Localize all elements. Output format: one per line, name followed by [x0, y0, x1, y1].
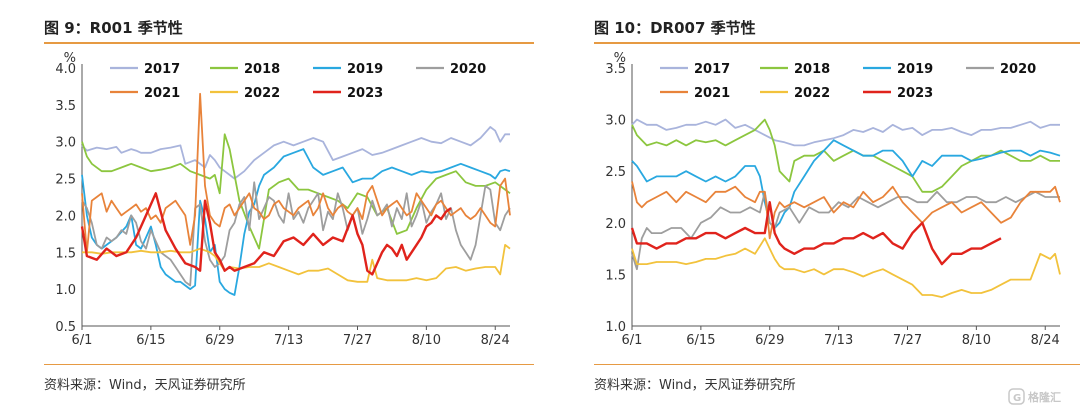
- dr007-seasonality-chart: %3.5 3.0 2.5 2.0 1.5 1.06/1 6/15 6/29 7/13 7/27 8/…: [605, 51, 1061, 348]
- x-tick-label: 6/29: [755, 333, 784, 348]
- y-tick-label: 1.5: [55, 246, 76, 261]
- series-line-2022: [631, 237, 1061, 299]
- legend-label-2019: 2019: [347, 62, 383, 77]
- legend-label-2020: 2020: [450, 62, 486, 77]
- legend-label-2017: 2017: [144, 62, 180, 77]
- source-divider: [44, 364, 534, 365]
- chart-panel-dr007: 图 10：DR007 季节性 % 3.5 3.0 2.5 2.0 1.5 1.0 6/1 6/1…: [560, 0, 1080, 413]
- source-divider: [594, 364, 1080, 365]
- x-tick-label: 8/24: [481, 333, 510, 348]
- y-axis-unit: %: [614, 51, 626, 66]
- series-line-2021: [631, 181, 1061, 240]
- y-tick-label: 1.5: [605, 268, 626, 283]
- legend-label-2020: 2020: [1000, 62, 1036, 77]
- source-note: 资料来源：Wind，天风证券研究所: [594, 378, 796, 393]
- watermark-logo: G 格隆汇: [1008, 388, 1061, 405]
- x-tick-label: 7/27: [343, 333, 372, 348]
- legend-label-2023: 2023: [897, 86, 933, 101]
- y-tick-label: 4.0: [55, 62, 76, 77]
- y-tick-label: 2.0: [605, 217, 626, 232]
- x-tick-label: 6/1: [622, 333, 643, 348]
- y-tick-label: 3.0: [605, 114, 626, 129]
- series-line-2021: [81, 92, 511, 254]
- svg-text:G: G: [1013, 393, 1021, 404]
- chart-title: 图 9：R001 季节性: [44, 19, 183, 37]
- x-tick-label: 6/29: [205, 333, 234, 348]
- x-tick-label: 7/27: [893, 333, 922, 348]
- series-line-2022: [82, 243, 511, 283]
- y-tick-label: 2.5: [605, 165, 626, 180]
- watermark-text: 格隆汇: [1028, 390, 1061, 404]
- x-tick-label: 8/24: [1031, 333, 1060, 348]
- y-axis-unit: %: [64, 51, 76, 66]
- y-tick-label: 0.5: [55, 320, 76, 335]
- legend-label-2022: 2022: [244, 86, 280, 101]
- y-tick-label: 3.5: [55, 99, 76, 114]
- y-tick-label: 2.0: [55, 209, 76, 224]
- title-divider: [594, 42, 1080, 44]
- y-tick-label: 1.0: [605, 320, 626, 335]
- y-tick-label: 3.5: [605, 62, 626, 77]
- y-tick-label: 3.0: [55, 136, 76, 151]
- legend-label-2022: 2022: [794, 86, 830, 101]
- x-tick-label: 8/10: [412, 333, 441, 348]
- x-tick-label: 7/13: [274, 333, 303, 348]
- legend-label-2019: 2019: [897, 62, 933, 77]
- legend-label-2021: 2021: [694, 86, 730, 101]
- x-tick-label: 6/1: [72, 333, 93, 348]
- source-note: 资料来源：Wind，天风证券研究所: [44, 378, 246, 393]
- series-line-2023: [630, 200, 1002, 266]
- series-line-2019: [631, 139, 1061, 229]
- legend-label-2017: 2017: [694, 62, 730, 77]
- y-tick-label: 1.0: [55, 283, 76, 298]
- r001-seasonality-chart: %4.0 3.5 3.0 2.5 2.0 1.5 1.0 0.56/1 6/15 6/29 7/13…: [55, 51, 511, 348]
- chart-panel-r001: 图 9：R001 季节性 % 4.0 3.5 3.0 2.5 2.0 1.5 1.0 0.5 6/…: [10, 0, 534, 413]
- legend-label-2018: 2018: [244, 62, 280, 77]
- x-tick-label: 7/13: [824, 333, 853, 348]
- legend-label-2018: 2018: [794, 62, 830, 77]
- series-line-2018: [631, 118, 1060, 193]
- chart-title: 图 10：DR007 季节性: [594, 19, 756, 37]
- series-line-2018: [81, 133, 511, 250]
- legend-label-2023: 2023: [347, 86, 383, 101]
- series-line-2020: [81, 181, 511, 287]
- x-tick-label: 8/10: [962, 333, 991, 348]
- watermark-logo-icon: [1008, 388, 1025, 405]
- series-line-2017: [81, 126, 510, 180]
- title-divider: [44, 42, 534, 44]
- x-tick-label: 6/15: [686, 333, 715, 348]
- series-line-2023: [80, 192, 452, 276]
- y-tick-label: 2.5: [55, 173, 76, 188]
- x-tick-label: 6/15: [136, 333, 165, 348]
- legend-label-2021: 2021: [144, 86, 180, 101]
- series-line-2017: [631, 118, 1060, 147]
